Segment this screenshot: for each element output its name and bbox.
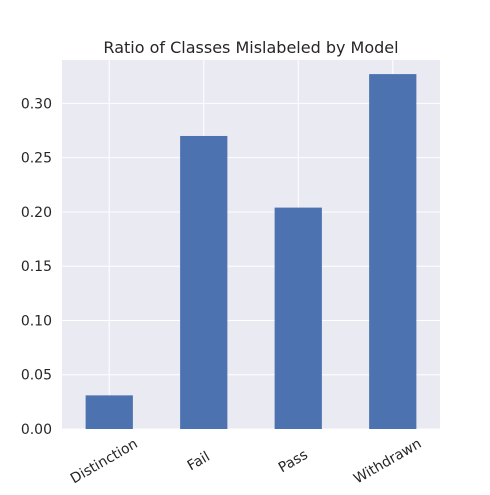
y-axis-ticks: 0.00 0.05 0.10 0.15 0.20 0.25 0.30	[21, 96, 52, 438]
bar-pass	[274, 207, 322, 429]
x-tick-label: Fail	[185, 449, 213, 474]
x-tick-label: Distinction	[68, 436, 141, 487]
y-tick-label: 0.15	[21, 259, 52, 275]
bars	[85, 74, 417, 429]
x-axis-ticks: Distinction Fail Pass Withdrawn	[68, 436, 424, 488]
y-tick-label: 0.20	[21, 205, 52, 221]
y-tick-label: 0.05	[21, 368, 52, 384]
bar-withdrawn	[369, 74, 417, 429]
x-tick-label: Pass	[276, 447, 311, 476]
y-tick-label: 0.30	[21, 96, 52, 112]
bar-distinction	[85, 395, 133, 429]
y-tick-label: 0.25	[21, 151, 52, 167]
y-tick-label: 0.10	[21, 313, 52, 329]
bar-fail	[180, 135, 228, 429]
chart-title: Ratio of Classes Mislabeled by Model	[103, 38, 398, 57]
x-tick-label: Withdrawn	[351, 436, 424, 488]
y-tick-label: 0.00	[21, 422, 52, 438]
